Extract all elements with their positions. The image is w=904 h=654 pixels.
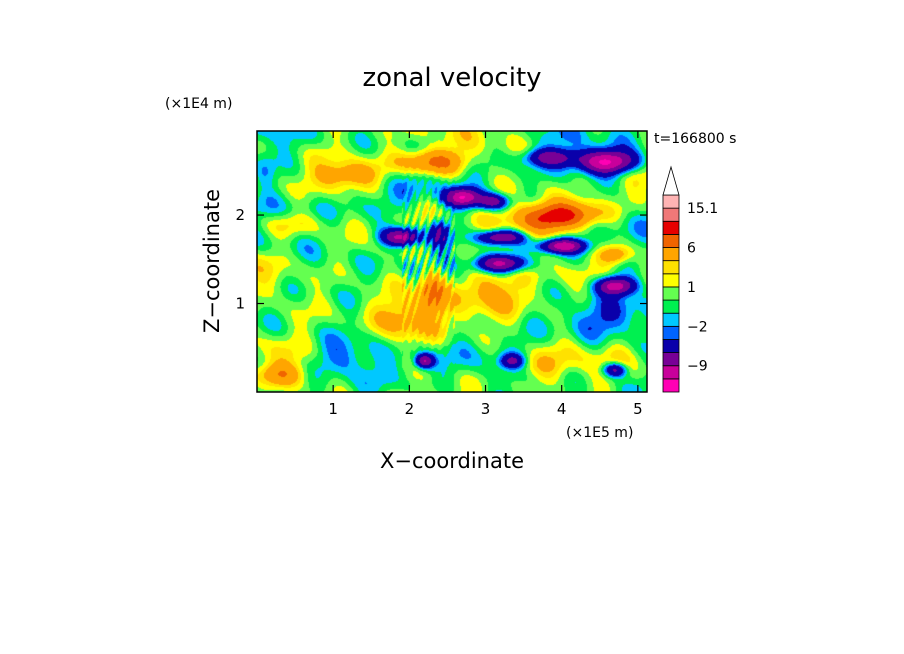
y-tick-label: 2 [235,206,245,224]
colorbar-swatch [662,194,680,209]
colorbar-swatch [662,352,680,367]
colorbar-swatch [662,325,680,340]
y-axis-title: Z−coordinate [200,189,224,333]
x-tick-label: 4 [557,400,567,418]
colorbar-swatch [662,365,680,380]
y-tick-label: 1 [235,295,245,313]
colorbar-swatch [662,286,680,301]
colorbar-swatch [662,233,680,248]
plot-frame [256,130,648,393]
colorbar-swatch [662,273,680,288]
x-tick-label: 1 [328,400,338,418]
colorbar-label: 6 [687,241,696,257]
colorbar: 15.1 6 1 −2 −9 [662,165,718,393]
colorbar-swatch [662,339,680,354]
colorbar-label: 1 [687,280,696,296]
colorbar-label: 15.1 [687,201,718,217]
x-axis-title: X−coordinate [380,449,524,473]
colorbar-swatch [662,299,680,314]
x-tick-label: 2 [405,400,415,418]
time-label: t=166800 s [654,131,736,147]
chart-title: zonal velocity [362,63,541,93]
x-tick-label: 3 [481,400,491,418]
colorbar-swatch [662,260,680,275]
heatmap-field [257,131,647,392]
colorbar-swatch [662,220,680,235]
colorbar-swatch [662,247,680,262]
colorbar-swatch [662,312,680,327]
heatmap-image [257,131,647,392]
colorbar-swatch [662,378,680,393]
colorbar-extend-arrow [662,165,680,196]
x-scale-note: (×1E5 m) [566,425,633,441]
x-axis-ticks: 1 2 3 4 5 [328,131,643,418]
colorbar-label: −9 [687,359,708,375]
x-tick-label: 5 [633,400,643,418]
colorbar-swatch [662,207,680,222]
y-scale-note: (×1E4 m) [165,96,232,112]
colorbar-label: −2 [687,319,708,335]
y-axis-ticks: 12 [235,206,647,313]
